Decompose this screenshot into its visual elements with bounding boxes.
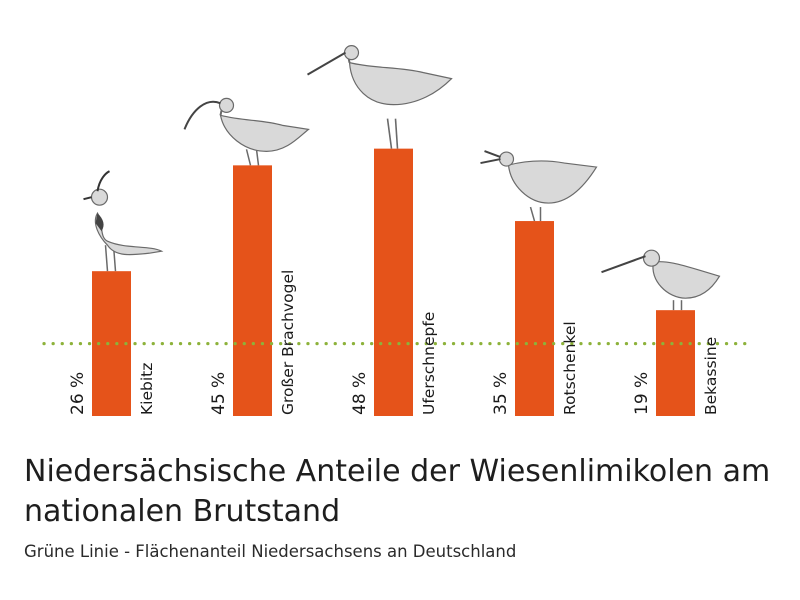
category-label-3: Uferschnepfe <box>420 312 438 415</box>
chart-subtitle: Grüne Linie - Flächenanteil Niedersachse… <box>24 542 517 561</box>
bar-2 <box>233 165 272 416</box>
bird-illustrations <box>83 45 721 311</box>
category-label-5: Bekassine <box>702 337 720 415</box>
labels: 26 % Kiebitz 45 % Großer Brachvogel 48 % Ufer… <box>68 270 720 415</box>
lapwing-illustration <box>83 170 164 272</box>
value-label-5: 19 % <box>632 372 652 415</box>
bar-4 <box>515 221 554 416</box>
godwit-illustration <box>306 45 453 149</box>
value-label-1: 26 % <box>68 372 88 415</box>
value-label-3: 48 % <box>350 372 370 415</box>
bars <box>92 148 695 416</box>
category-label-2: Großer Brachvogel <box>279 270 297 415</box>
value-label-2: 45 % <box>209 372 229 415</box>
category-label-1: Kiebitz <box>138 363 156 415</box>
curlew-illustration <box>183 97 310 166</box>
bar-chart: 26 % Kiebitz 45 % Großer Brachvogel 48 % Ufer… <box>42 45 750 416</box>
category-label-4: Rotschenkel <box>561 321 579 415</box>
snipe-illustration <box>601 249 721 311</box>
value-label-4: 35 % <box>491 372 511 415</box>
bar-3 <box>374 148 413 416</box>
bar-5 <box>656 310 695 416</box>
chart-title: Niedersächsische Anteile der Wiesenlimik… <box>24 454 771 529</box>
redshank-illustration <box>480 150 598 222</box>
